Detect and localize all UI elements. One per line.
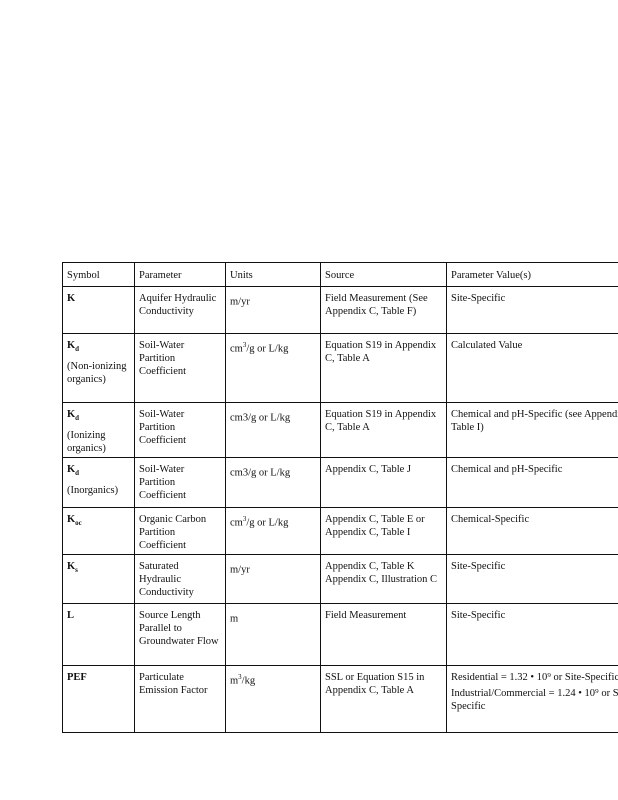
source-cell: Equation S19 in Appendix C, Table A xyxy=(320,401,447,459)
header-parameter-values: Parameter Value(s) xyxy=(446,262,618,287)
source-cell: SSL or Equation S15 in Appendix C, Table… xyxy=(320,665,447,734)
symbol-cell: Koc xyxy=(62,507,135,556)
symbol: L xyxy=(67,610,75,622)
units: m xyxy=(230,613,239,625)
units: m/yr xyxy=(230,296,250,308)
table-header-row: Symbol Parameter Units Source Parameter … xyxy=(62,262,618,287)
value: Site-Specific xyxy=(451,610,506,622)
table-row: Ks Saturated Hydraulic Conductivity m/yr Ap… xyxy=(62,554,618,605)
header-parameter: Parameter xyxy=(134,262,226,287)
source-cell: Appendix C, Table J xyxy=(320,457,447,509)
units-cell: m xyxy=(225,603,321,667)
header-units: Units xyxy=(225,262,321,287)
symbol-cell: L xyxy=(62,603,135,667)
table-row: K Aquifer Hydraulic Conductivity m/yr Field… xyxy=(62,286,618,334)
symbol-subscript: d xyxy=(75,414,80,423)
units: cm xyxy=(230,517,243,529)
units-cell: m/yr xyxy=(225,554,321,605)
value: Calculated Value xyxy=(451,340,523,351)
source-cell: Field Measurement xyxy=(320,603,447,667)
value-cell: Site-Specific xyxy=(446,286,618,334)
value-secondary: Industrial/Commercial = 1.24 • 10⁹ or Si… xyxy=(451,688,618,713)
units-cell: m3/kg xyxy=(225,665,321,734)
value-cell: Chemical and pH-Specific (see Appendix C… xyxy=(446,401,618,459)
units-rest: /g or L/kg xyxy=(246,343,289,355)
units: cm xyxy=(230,343,243,355)
parameter-cell: Saturated Hydraulic Conductivity xyxy=(134,554,226,605)
table-row: Kd (Inorganics) Soil-Water Partition Coeff… xyxy=(62,457,618,509)
symbol-qualifier: (Ionizing organics) xyxy=(67,430,106,455)
units-cell: m/yr xyxy=(225,286,321,334)
symbol: K xyxy=(67,340,76,351)
source-cell: Field Measurement (See Appendix C, Table… xyxy=(320,286,447,334)
symbol-qualifier: (Non-ionizing organics) xyxy=(67,361,127,386)
symbol: K xyxy=(67,293,76,304)
symbol: K xyxy=(67,409,76,420)
header-symbol: Symbol xyxy=(62,262,135,287)
units-cell: cm3/g or L/kg xyxy=(225,457,321,509)
units-rest: /kg xyxy=(241,675,256,687)
source-cell: Appendix C, Table E or Appendix C, Table… xyxy=(320,507,447,556)
value: Chemical and pH-Specific xyxy=(451,464,563,476)
parameter-cell: Organic Carbon Partition Coefficient xyxy=(134,507,226,556)
value: Chemical and pH-Specific (see Appendix C… xyxy=(451,409,618,433)
parameter-table: Symbol Parameter Units Source Parameter … xyxy=(62,262,618,734)
symbol: K xyxy=(67,464,76,476)
source-cell: Equation S19 in Appendix C, Table A xyxy=(320,333,447,403)
units-cell: cm3/g or L/kg xyxy=(225,507,321,556)
units-superscript: 3 xyxy=(242,515,247,524)
symbol-subscript: s xyxy=(75,566,78,575)
units: cm3/g or L/kg xyxy=(230,412,291,424)
value-cell: Chemical-Specific xyxy=(446,507,618,556)
symbol-cell: Kd (Non-ionizing organics) xyxy=(62,333,135,403)
parameter-cell: Soil-Water Partition Coefficient xyxy=(134,401,226,459)
symbol: K xyxy=(67,514,76,526)
symbol: PEF xyxy=(67,672,87,684)
parameter-cell: Soil-Water Partition Coefficient xyxy=(134,333,226,403)
units-cell: cm3/g or L/kg xyxy=(225,401,321,459)
symbol-cell: PEF xyxy=(62,665,135,734)
symbol: K xyxy=(67,561,76,573)
table-row: Kd (Ionizing organics) Soil-Water Partitio… xyxy=(62,401,618,459)
value-cell: Chemical and pH-Specific xyxy=(446,457,618,509)
value-cell: Calculated Value xyxy=(446,333,618,403)
header-source: Source xyxy=(320,262,447,287)
symbol-cell: Ks xyxy=(62,554,135,605)
source-cell: Appendix C, Table K Appendix C, Illustra… xyxy=(320,554,447,605)
table-row: Kd (Non-ionizing organics) Soil-Water Part… xyxy=(62,333,618,403)
units: cm3/g or L/kg xyxy=(230,467,291,479)
symbol-subscript: d xyxy=(75,469,80,478)
value: Chemical-Specific xyxy=(451,514,530,526)
units-cell: cm3/g or L/kg xyxy=(225,333,321,403)
units-superscript: 3 xyxy=(242,341,247,349)
value: Site-Specific xyxy=(451,293,506,304)
table-row: PEF Particulate Emission Factor m3/kg SSL o… xyxy=(62,665,618,734)
symbol-subscript: d xyxy=(75,345,80,354)
parameter-cell: Source Length Parallel to Groundwater Fl… xyxy=(134,603,226,667)
parameter-cell: Aquifer Hydraulic Conductivity xyxy=(134,286,226,334)
value: Site-Specific xyxy=(451,561,506,573)
symbol-cell: Kd (Inorganics) xyxy=(62,457,135,509)
units-rest: /g or L/kg xyxy=(246,517,289,529)
table-row: Koc Organic Carbon Partition Coefficient c… xyxy=(62,507,618,556)
symbol-cell: K xyxy=(62,286,135,334)
value: Residential = 1.32 • 10⁹ or Site-Specifi… xyxy=(451,672,618,684)
table-row: L Source Length Parallel to Groundwater F… xyxy=(62,603,618,667)
value-cell: Site-Specific xyxy=(446,603,618,667)
value-cell: Residential = 1.32 • 10⁹ or Site-Specifi… xyxy=(446,665,618,734)
units: m xyxy=(230,675,239,687)
symbol-cell: Kd (Ionizing organics) xyxy=(62,401,135,459)
parameter-cell: Particulate Emission Factor xyxy=(134,665,226,734)
value-cell: Site-Specific xyxy=(446,554,618,605)
parameter-cell: Soil-Water Partition Coefficient xyxy=(134,457,226,509)
units-superscript: 3 xyxy=(238,673,242,682)
symbol-subscript: oc xyxy=(75,519,82,528)
units: m/yr xyxy=(230,564,250,576)
symbol-qualifier: (Inorganics) xyxy=(67,485,119,497)
